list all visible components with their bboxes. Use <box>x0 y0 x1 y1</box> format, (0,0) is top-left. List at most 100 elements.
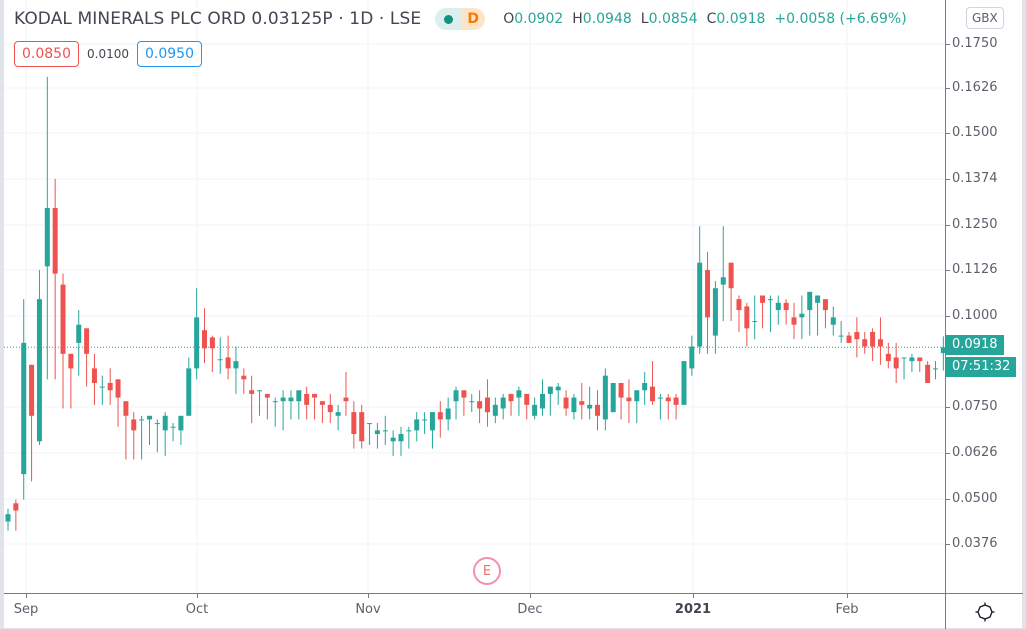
candle[interactable] <box>909 353 915 373</box>
candle[interactable] <box>838 321 844 343</box>
candle[interactable] <box>484 379 490 427</box>
candle[interactable] <box>186 357 192 416</box>
candle[interactable] <box>783 299 789 325</box>
candle[interactable] <box>917 357 923 373</box>
candle[interactable] <box>610 382 616 413</box>
candle[interactable] <box>469 393 475 413</box>
candle[interactable] <box>595 390 600 431</box>
candle[interactable] <box>571 393 577 420</box>
candle[interactable] <box>170 423 176 442</box>
price-axis[interactable]: 0.1750 0.1626 0.1500 0.1374 0.1250 0.1126 0.10… <box>945 0 1023 593</box>
candle[interactable] <box>689 335 695 376</box>
candle[interactable] <box>52 178 58 380</box>
candle[interactable] <box>760 295 766 329</box>
candle[interactable] <box>233 346 239 394</box>
time-axis[interactable]: Sep Oct Nov Dec 2021 Feb <box>4 593 945 629</box>
candle[interactable] <box>374 423 380 449</box>
candle[interactable] <box>854 317 860 358</box>
candle[interactable] <box>202 308 207 363</box>
candle[interactable] <box>422 412 428 435</box>
candle[interactable] <box>209 335 215 373</box>
candle[interactable] <box>36 269 42 445</box>
candle[interactable] <box>304 386 310 420</box>
candle[interactable] <box>123 401 129 460</box>
candle[interactable] <box>744 302 750 347</box>
candle[interactable] <box>846 331 852 343</box>
candle[interactable] <box>500 393 506 420</box>
candle[interactable] <box>791 302 797 340</box>
candle[interactable] <box>461 390 467 416</box>
candle[interactable] <box>555 382 561 405</box>
candle[interactable] <box>414 412 420 442</box>
candle[interactable] <box>477 390 483 424</box>
candle[interactable] <box>60 273 66 409</box>
candle[interactable] <box>453 386 459 420</box>
candle[interactable] <box>720 226 726 322</box>
chart-plot-area[interactable]: KODAL MINERALS PLC ORD 0.03125P · 1D · L… <box>4 0 945 593</box>
candle[interactable] <box>885 342 891 369</box>
candle[interactable] <box>44 76 50 380</box>
candle[interactable] <box>563 390 569 416</box>
candle[interactable] <box>775 295 781 325</box>
candle[interactable] <box>91 353 97 405</box>
candle[interactable] <box>217 337 223 374</box>
candle[interactable] <box>406 426 412 449</box>
candle[interactable] <box>367 423 373 445</box>
candle[interactable] <box>241 368 247 394</box>
candle[interactable] <box>343 372 349 416</box>
candle[interactable] <box>264 393 270 420</box>
candle[interactable] <box>272 397 278 427</box>
candle[interactable] <box>815 295 821 336</box>
candle[interactable] <box>830 306 836 336</box>
candle[interactable] <box>107 368 113 405</box>
candle[interactable] <box>178 415 184 445</box>
candle[interactable] <box>532 397 538 420</box>
candle[interactable] <box>728 262 734 322</box>
candle[interactable] <box>131 412 137 460</box>
candle[interactable] <box>154 419 160 453</box>
candle[interactable] <box>539 379 545 416</box>
candle[interactable] <box>84 328 90 387</box>
candle[interactable] <box>697 226 703 354</box>
candle[interactable] <box>618 382 624 420</box>
candle[interactable] <box>21 299 27 500</box>
candle[interactable] <box>139 415 145 460</box>
candle[interactable] <box>547 386 553 416</box>
candle[interactable] <box>925 361 931 383</box>
candle[interactable] <box>335 404 341 431</box>
candle[interactable] <box>524 393 530 420</box>
range-high-box[interactable]: 0.0950 <box>137 41 202 67</box>
candle[interactable] <box>705 251 711 354</box>
symbol-title[interactable]: KODAL MINERALS PLC ORD 0.03125P · 1D · L… <box>14 9 422 29</box>
candle[interactable] <box>516 386 522 416</box>
candle[interactable] <box>893 342 899 383</box>
range-low-box[interactable]: 0.0850 <box>14 41 79 67</box>
candle[interactable] <box>877 317 883 365</box>
candle[interactable] <box>68 353 74 409</box>
candle[interactable] <box>508 393 514 416</box>
candle[interactable] <box>429 412 435 449</box>
candle[interactable] <box>351 401 357 449</box>
candle[interactable] <box>162 412 168 456</box>
currency-badge[interactable]: GBX <box>966 7 1004 29</box>
candle[interactable] <box>257 390 263 416</box>
candle[interactable] <box>319 401 325 424</box>
candle[interactable] <box>807 291 813 336</box>
candle[interactable] <box>862 331 868 354</box>
candle[interactable] <box>673 393 679 420</box>
candle[interactable] <box>901 357 907 380</box>
candle[interactable] <box>736 295 742 332</box>
candle[interactable] <box>602 368 608 431</box>
market-status-pill[interactable]: D <box>435 8 486 30</box>
candle[interactable] <box>626 379 632 424</box>
candle[interactable] <box>665 393 671 420</box>
candle[interactable] <box>249 375 255 424</box>
candle[interactable] <box>99 375 105 405</box>
candle[interactable] <box>390 430 396 456</box>
candle[interactable] <box>587 386 593 420</box>
candle[interactable] <box>398 426 404 456</box>
candle[interactable] <box>799 295 805 340</box>
candle[interactable] <box>870 328 876 362</box>
candle[interactable] <box>288 390 294 420</box>
candle[interactable] <box>13 499 19 531</box>
